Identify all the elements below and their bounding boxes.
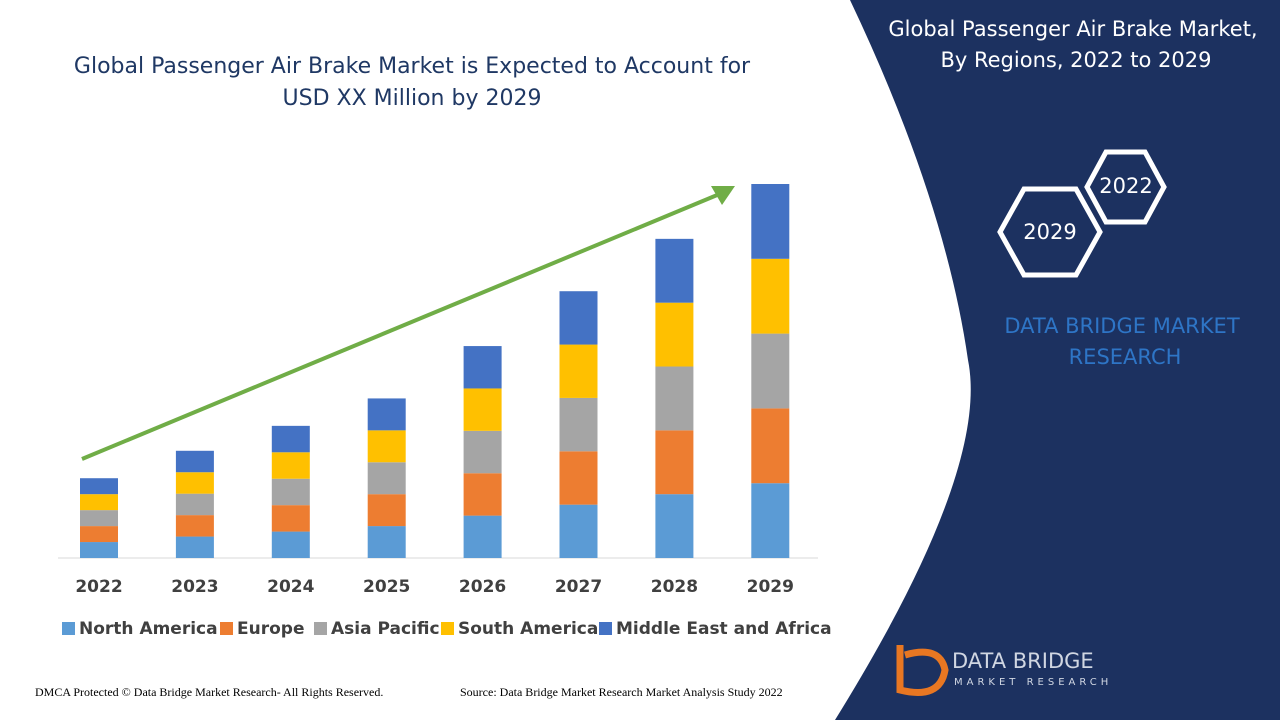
- bar-segment: [463, 515, 502, 558]
- logo-mark: [896, 645, 949, 696]
- legend-swatch: [599, 622, 612, 635]
- bar-segment: [751, 408, 790, 484]
- hexagon-label: 2022: [1099, 174, 1152, 198]
- bar-segment: [80, 526, 118, 543]
- x-tick-label: 2026: [459, 577, 506, 597]
- bar-segment: [655, 238, 694, 303]
- bar-segment: [463, 473, 502, 516]
- footer-right: Source: Data Bridge Market Research Mark…: [460, 685, 783, 699]
- bar-segment: [655, 302, 694, 367]
- hexagon-label: 2029: [1023, 220, 1076, 244]
- panel-title: Global Passenger Air Brake Market,: [888, 17, 1257, 41]
- trend-arrow-head: [711, 186, 735, 205]
- legend-label: North America: [79, 619, 218, 639]
- legend-swatch: [62, 622, 75, 635]
- footer-left: DMCA Protected © Data Bridge Market Rese…: [35, 685, 383, 699]
- bar-segment: [271, 452, 310, 479]
- panel-title: By Regions, 2022 to 2029: [940, 48, 1211, 72]
- x-tick-label: 2028: [651, 577, 698, 597]
- logo-text: DATA BRIDGE: [952, 649, 1094, 673]
- bar-segment: [655, 494, 694, 558]
- x-tick-label: 2023: [171, 577, 218, 597]
- bar-segment: [80, 510, 118, 527]
- bar-segment: [655, 366, 694, 431]
- bar-segment: [367, 526, 406, 558]
- side-panel: [835, 0, 1280, 720]
- legend-label: Europe: [237, 619, 304, 639]
- trend-arrow: [81, 191, 723, 461]
- bar-segment: [559, 397, 598, 452]
- legend-swatch: [314, 622, 327, 635]
- x-tick-label: 2029: [747, 577, 794, 597]
- bar-segment: [175, 472, 214, 494]
- bar-segment: [175, 536, 214, 558]
- bar-segment: [80, 494, 118, 511]
- x-tick-label: 2025: [363, 577, 410, 597]
- chart-title: Global Passenger Air Brake Market is Exp…: [74, 54, 751, 79]
- legend-label: Middle East and Africa: [616, 619, 832, 639]
- bar-segment: [559, 504, 598, 558]
- bar-segment: [559, 451, 598, 505]
- bar-segment: [751, 333, 790, 409]
- bar-segment: [463, 388, 502, 431]
- bar-segment: [367, 398, 406, 431]
- x-tick-label: 2022: [75, 577, 122, 597]
- bar-segment: [751, 184, 790, 259]
- bar-segment: [80, 478, 118, 495]
- bar-segment: [175, 450, 214, 473]
- bar-segment: [175, 493, 214, 516]
- bar-segment: [271, 478, 310, 506]
- legend-swatch: [220, 622, 233, 635]
- bar-segment: [271, 425, 310, 453]
- bar-segment: [80, 542, 118, 558]
- bar-segment: [559, 344, 598, 398]
- brand-text: DATA BRIDGE MARKET: [1004, 314, 1239, 338]
- bar-segment: [463, 430, 502, 474]
- logo-subtext: MARKET RESEARCH: [954, 677, 1112, 688]
- bar-segment: [463, 346, 502, 389]
- bar-segment: [751, 258, 790, 334]
- bar-segment: [559, 291, 598, 345]
- bar-segment: [367, 494, 406, 527]
- bar-segment: [367, 462, 406, 495]
- hexagon: [997, 186, 1103, 278]
- chart-title: USD XX Million by 2029: [283, 86, 542, 111]
- x-tick-label: 2027: [555, 577, 602, 597]
- brand-text: RESEARCH: [1069, 345, 1182, 369]
- x-tick-label: 2024: [267, 577, 314, 597]
- hexagon: [1084, 149, 1167, 225]
- legend-label: Asia Pacific: [331, 619, 440, 639]
- bar-segment: [175, 515, 214, 537]
- legend-label: South America: [458, 619, 598, 639]
- bar-segment: [751, 483, 790, 558]
- legend-swatch: [441, 622, 454, 635]
- bar-segment: [655, 430, 694, 495]
- bar-segment: [271, 505, 310, 532]
- bar-segment: [271, 531, 310, 558]
- bar-segment: [367, 430, 406, 463]
